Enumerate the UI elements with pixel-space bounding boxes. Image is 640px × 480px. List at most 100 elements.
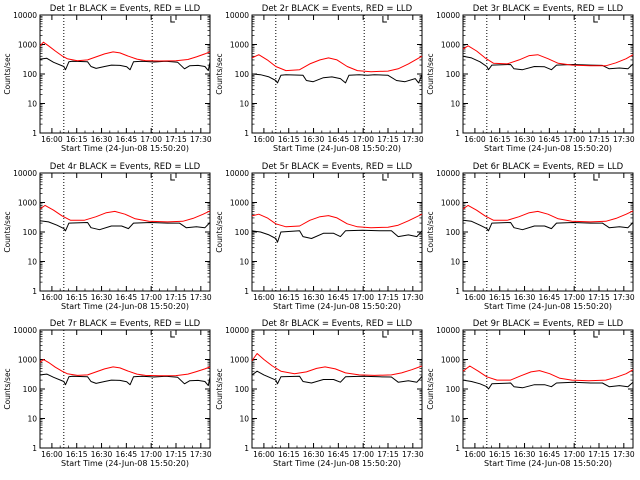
y-tick-label: 100 xyxy=(23,385,38,394)
y-axis-label: Counts/sec xyxy=(426,53,435,94)
y-axis-label: Counts/sec xyxy=(215,53,224,94)
x-tick-label: 16:00 xyxy=(41,450,63,459)
bracket-marker xyxy=(382,16,387,23)
x-tick-label: 16:15 xyxy=(66,135,88,144)
x-tick-label: 16:45 xyxy=(116,135,138,144)
y-tick-label: 10000 xyxy=(225,326,249,335)
x-axis-label: Start Time (24-Jun-08 15:50:20) xyxy=(61,144,189,153)
x-tick-label: 17:15 xyxy=(165,293,187,302)
y-tick-label: 1000 xyxy=(441,41,460,50)
x-tick-label: 16:00 xyxy=(464,450,486,459)
x-tick-label: 16:00 xyxy=(253,135,275,144)
x-tick-label: 16:15 xyxy=(489,450,511,459)
plot-frame xyxy=(462,172,634,292)
lld-series-line xyxy=(251,353,423,376)
x-tick-label: 17:00 xyxy=(563,293,585,302)
x-tick-label: 16:15 xyxy=(66,450,88,459)
x-axis-label: Start Time (24-Jun-08 15:50:20) xyxy=(61,459,189,468)
x-tick-label: 17:00 xyxy=(563,135,585,144)
bracket-marker xyxy=(382,331,387,338)
y-tick-label: 10000 xyxy=(225,11,249,20)
plot-frame xyxy=(39,172,211,292)
x-tick-label: 17:30 xyxy=(402,293,424,302)
x-axis-label: Start Time (24-Jun-08 15:50:20) xyxy=(273,459,401,468)
y-axis-label: Counts/sec xyxy=(3,211,12,252)
x-tick-label: 16:00 xyxy=(464,293,486,302)
lld-series-line xyxy=(251,54,423,73)
y-tick-label: 100 xyxy=(23,70,38,79)
plot-title: Det 8r BLACK = Events, RED = LLD xyxy=(262,319,413,329)
x-tick-label: 17:30 xyxy=(190,135,212,144)
x-tick-label: 17:15 xyxy=(588,135,610,144)
x-tick-label: 16:30 xyxy=(514,450,536,459)
plot-frame xyxy=(462,14,634,134)
y-tick-label: 1 xyxy=(32,287,37,296)
bracket-marker xyxy=(170,331,175,338)
y-tick-label: 1000 xyxy=(441,356,460,365)
plot-title: Det 9r BLACK = Events, RED = LLD xyxy=(473,319,624,329)
lld-series-line xyxy=(462,45,634,67)
plot-title: Det 3r BLACK = Events, RED = LLD xyxy=(473,4,624,14)
x-tick-label: 17:15 xyxy=(165,135,187,144)
plot-panel-4: Det 4r BLACK = Events, RED = LLD 1 10 100 10… xyxy=(3,162,212,311)
y-tick-label: 10000 xyxy=(436,169,460,178)
y-tick-label: 1 xyxy=(455,287,460,296)
y-tick-label: 1 xyxy=(244,444,249,453)
x-tick-label: 17:00 xyxy=(140,135,162,144)
plot-title: Det 4r BLACK = Events, RED = LLD xyxy=(50,162,201,172)
x-axis-label: Start Time (24-Jun-08 15:50:20) xyxy=(484,459,612,468)
y-tick-label: 1000 xyxy=(18,356,37,365)
x-tick-label: 16:45 xyxy=(116,293,138,302)
x-tick-label: 16:45 xyxy=(328,293,350,302)
events-series-line xyxy=(39,57,211,72)
bracket-marker xyxy=(170,16,175,23)
x-tick-label: 16:00 xyxy=(253,450,275,459)
y-tick-label: 10 xyxy=(239,415,249,424)
x-tick-label: 17:15 xyxy=(588,450,610,459)
x-tick-label: 17:30 xyxy=(402,135,424,144)
y-axis-label: Counts/sec xyxy=(215,211,224,252)
events-series-line xyxy=(462,379,634,390)
x-tick-label: 17:00 xyxy=(352,135,374,144)
x-tick-label: 17:15 xyxy=(377,450,399,459)
x-tick-label: 17:00 xyxy=(140,450,162,459)
x-tick-label: 16:45 xyxy=(116,450,138,459)
x-tick-label: 17:00 xyxy=(352,293,374,302)
x-axis-label: Start Time (24-Jun-08 15:50:20) xyxy=(61,302,189,311)
x-tick-label: 16:45 xyxy=(328,450,350,459)
x-axis-label: Start Time (24-Jun-08 15:50:20) xyxy=(273,144,401,153)
y-tick-label: 10 xyxy=(239,100,249,109)
y-tick-label: 10 xyxy=(239,258,249,267)
events-series-line xyxy=(251,370,423,385)
lld-series-line xyxy=(251,213,423,229)
y-tick-label: 10 xyxy=(27,258,37,267)
events-series-line xyxy=(39,373,211,387)
x-tick-label: 16:30 xyxy=(303,450,325,459)
events-series-line xyxy=(462,219,634,232)
y-tick-label: 1 xyxy=(244,287,249,296)
x-tick-label: 16:15 xyxy=(278,293,300,302)
x-tick-label: 17:30 xyxy=(613,135,635,144)
x-tick-label: 16:45 xyxy=(539,293,561,302)
y-tick-label: 1 xyxy=(455,444,460,453)
y-tick-label: 1000 xyxy=(18,199,37,208)
y-tick-label: 10 xyxy=(450,415,460,424)
y-tick-label: 10000 xyxy=(13,326,37,335)
y-tick-label: 10000 xyxy=(13,11,37,20)
y-tick-label: 1000 xyxy=(18,41,37,50)
lld-series-line xyxy=(462,365,634,382)
y-tick-label: 10 xyxy=(27,100,37,109)
plot-title: Det 2r BLACK = Events, RED = LLD xyxy=(262,4,413,14)
x-tick-label: 16:15 xyxy=(489,293,511,302)
x-tick-label: 17:15 xyxy=(377,293,399,302)
y-tick-label: 10 xyxy=(450,258,460,267)
x-tick-label: 16:45 xyxy=(328,135,350,144)
y-tick-label: 100 xyxy=(446,385,461,394)
lld-series-line xyxy=(462,204,634,223)
plot-panel-5: Det 5r BLACK = Events, RED = LLD 1 10 100 10… xyxy=(215,162,424,311)
lld-series-line xyxy=(39,204,211,223)
y-tick-label: 10000 xyxy=(13,169,37,178)
events-series-line xyxy=(462,55,634,71)
bracket-marker xyxy=(382,174,387,181)
y-axis-label: Counts/sec xyxy=(215,368,224,409)
